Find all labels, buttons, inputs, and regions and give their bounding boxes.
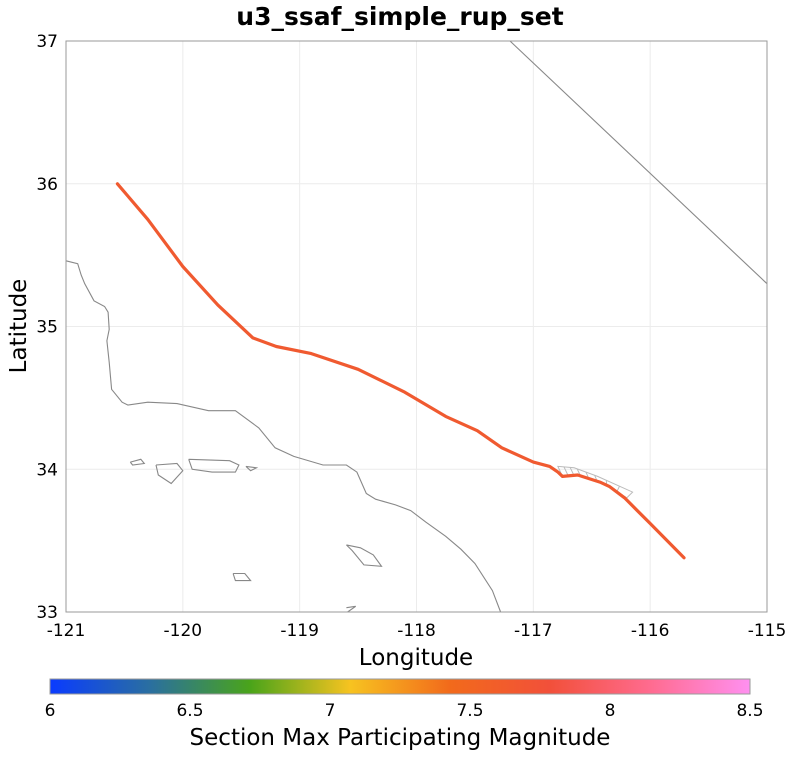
- boundary-path: [509, 40, 768, 285]
- x-axis-label: Longitude: [359, 645, 473, 671]
- island-outline: [188, 458, 240, 473]
- coastline: [65, 260, 502, 613]
- plot-frame: [65, 40, 768, 613]
- colorbar-tick-label: 6.5: [176, 701, 203, 721]
- fault-trace-line: [115, 182, 686, 560]
- x-tick-label: -115: [748, 621, 787, 641]
- island-outline: [232, 572, 252, 582]
- x-tick-label: -120: [164, 621, 203, 641]
- state-boundary-line: [509, 40, 768, 285]
- y-tick-label: 33: [36, 603, 58, 623]
- x-tick-label: -121: [47, 621, 86, 641]
- island-outline: [129, 458, 146, 466]
- colorbar-tick-label: 8: [605, 701, 616, 721]
- island-outline: [346, 605, 357, 613]
- map-title: u3_ssaf_simple_rup_set: [236, 2, 564, 31]
- y-axis-label: Latitude: [6, 279, 32, 374]
- x-tick-labels: -121 -120 -119 -118 -117 -116 -115: [47, 621, 787, 641]
- y-tick-label: 34: [36, 460, 58, 480]
- x-tick-label: -118: [397, 621, 436, 641]
- colorbar-tick-label: 6: [45, 701, 56, 721]
- y-tick-label: 35: [36, 318, 58, 338]
- x-tick-label: -119: [280, 621, 319, 641]
- x-tick-label: -116: [631, 621, 670, 641]
- x-tick-label: -117: [514, 621, 553, 641]
- colorbar-label: Section Max Participating Magnitude: [190, 725, 611, 751]
- y-tick-label: 36: [36, 175, 58, 195]
- colorbar-tick-label: 8.5: [736, 701, 763, 721]
- fault-trace: [115, 182, 686, 560]
- colorbar-tick-label: 7.5: [456, 701, 483, 721]
- colorbar-tick-label: 7: [325, 701, 336, 721]
- colorbar: [49, 678, 751, 695]
- y-tick-label: 37: [36, 32, 58, 52]
- island-outline: [346, 544, 383, 567]
- colorbar-tick-labels: 6 6.5 7 7.5 8 8.5: [45, 701, 764, 721]
- grid-lines: [65, 40, 768, 613]
- island-outline: [155, 462, 184, 485]
- coastline-path: [65, 260, 502, 613]
- y-tick-labels: 37 36 35 34 33: [36, 32, 58, 623]
- island-outline: [245, 465, 259, 472]
